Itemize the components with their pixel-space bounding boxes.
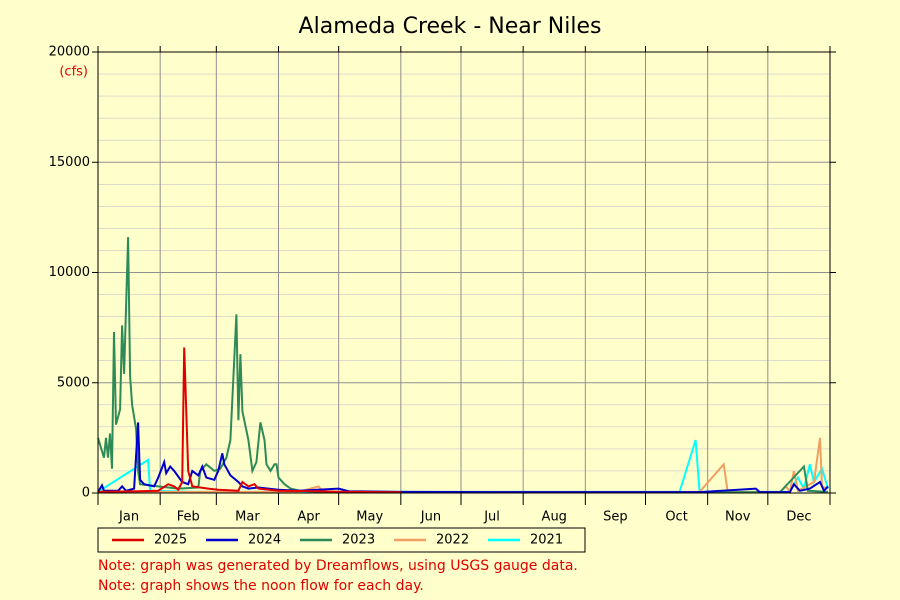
legend-box — [97, 527, 586, 553]
x-tick-label: Apr — [297, 510, 320, 525]
y-tick-label: 0 — [82, 486, 90, 501]
y-tick-label: 10000 — [49, 265, 90, 280]
series-line — [97, 422, 829, 494]
x-tick-label: Sep — [603, 510, 628, 525]
x-tick-label: Dec — [786, 510, 811, 525]
note: Note: graph was generated by Dreamflows,… — [98, 558, 578, 574]
x-tick-label: Aug — [542, 510, 567, 525]
y-tick-label: 15000 — [49, 155, 90, 170]
y-tick-label: 5000 — [57, 375, 90, 390]
legend-label: 2022 — [436, 533, 469, 548]
series-line — [97, 237, 829, 494]
series-line — [97, 347, 401, 494]
x-tick-label: Nov — [725, 510, 751, 525]
plot-frame — [97, 51, 831, 494]
grid: 0 5000 10000 15000 20000 Jan Feb Mar Apr May Jun Ju… — [49, 45, 836, 525]
x-tick-label: Feb — [177, 510, 200, 525]
x-tick-label: Jul — [483, 510, 500, 525]
legend-label: 2025 — [154, 533, 187, 548]
x-tick-label: Jan — [118, 510, 139, 525]
x-tick-label: Mar — [235, 510, 260, 525]
x-tick-label: Oct — [665, 510, 687, 525]
x-tick-label: Jun — [420, 510, 441, 525]
chart-title: Alameda Creek - Near Niles — [299, 14, 602, 39]
note: Note: graph shows the noon flow for each… — [98, 578, 424, 594]
lines — [97, 237, 829, 495]
legend-label: 2021 — [530, 533, 563, 548]
legend: 2025 2024 2023 2022 2021 — [112, 533, 563, 548]
y-unit: (cfs) — [59, 65, 88, 80]
legend-label: 2024 — [248, 533, 281, 548]
x-tick-label: May — [356, 510, 383, 525]
y-tick-label: 20000 — [49, 45, 90, 60]
legend-label: 2023 — [342, 533, 375, 548]
